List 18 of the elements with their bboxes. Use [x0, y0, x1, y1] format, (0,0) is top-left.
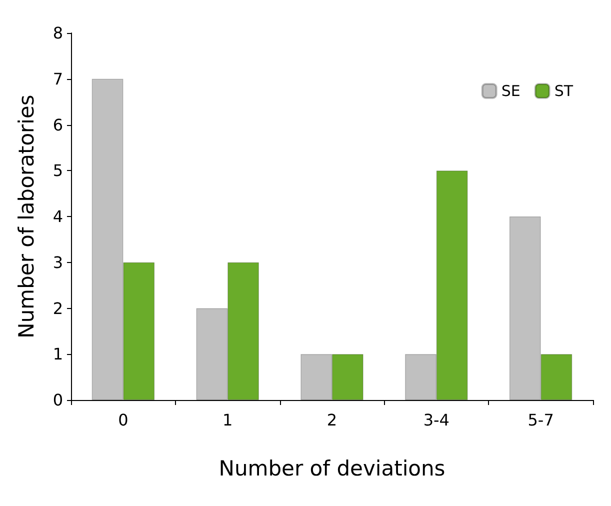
y-tick-label: 4 — [52, 207, 63, 226]
y-tick-label: 1 — [52, 344, 63, 364]
y-tick-label: 6 — [52, 115, 63, 134]
legend-label: ST — [554, 82, 574, 100]
y-tick-label: 0 — [52, 390, 63, 410]
x-tick-label: 5-7 — [528, 410, 554, 430]
y-axis-title: Number of laboratories — [14, 94, 38, 338]
x-tick-label: 2 — [326, 410, 338, 430]
y-tick-label: 3 — [52, 252, 63, 272]
y-tick-label: 2 — [52, 298, 63, 318]
x-tick-label: 3-4 — [423, 410, 450, 430]
legend-label: SE — [501, 82, 520, 100]
x-axis-title: Number of deviations — [218, 456, 446, 480]
x-tick-label: 1 — [222, 410, 233, 430]
y-tick-label: 8 — [52, 24, 63, 42]
y-tick-label: 7 — [52, 69, 63, 88]
x-tick-label: 0 — [118, 410, 128, 430]
y-tick-label: 5 — [52, 161, 63, 180]
